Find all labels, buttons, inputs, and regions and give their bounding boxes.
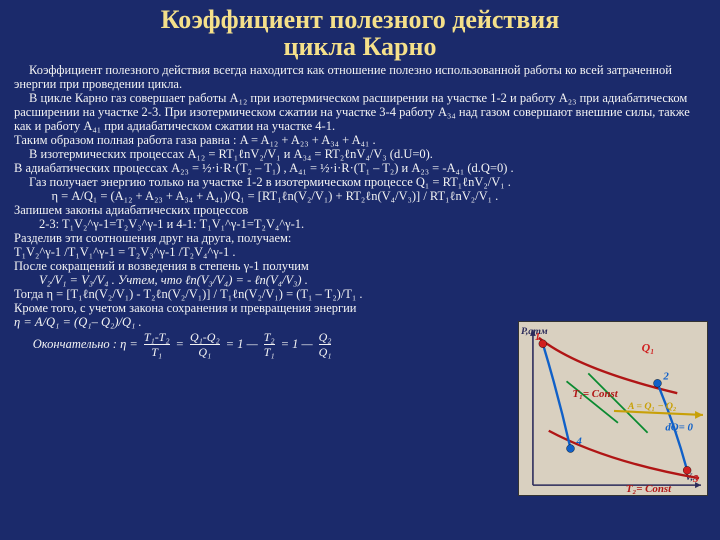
carnot-diagram: P,атмV,л1234Q₁T₁= ConstT₂= ConstdQ= 0A =… [518, 321, 708, 496]
svg-text:2: 2 [662, 370, 669, 382]
slide-title: Коэффициент полезного действия цикла Кар… [14, 6, 706, 61]
para-6: Газ получает энергию только на участке 1… [14, 175, 706, 189]
para-8: Запишем законы адиабатических процессов [14, 203, 706, 217]
body-text: Коэффициент полезного действия всегда на… [14, 63, 706, 358]
title-line-2: цикла Карно [14, 33, 706, 60]
svg-text:T₂= Const: T₂= Const [626, 483, 672, 495]
para-14: Тогда η = [T₁ℓn(V₂/V₁) - T₂ℓn(V₂/V₁)] / … [14, 287, 706, 301]
svg-text:1: 1 [535, 331, 540, 343]
para-2: В цикле Карно газ совершает работы A₁₂ п… [14, 91, 706, 133]
para-1: Коэффициент полезного действия всегда на… [14, 63, 706, 91]
slide: Коэффициент полезного действия цикла Кар… [0, 0, 720, 540]
para-4: В изотермических процессах A₁₂ = RT₁ℓnV₂… [14, 147, 706, 161]
svg-text:A = Q₁ − Q₂: A = Q₁ − Q₂ [627, 401, 677, 412]
para-12: После сокращений и возведения в степень … [14, 259, 706, 273]
svg-text:3: 3 [692, 473, 699, 485]
para-13: V₂/V₁ = V₃/V₄ . Учтем, что ℓn(V₃/V₄) = -… [14, 273, 706, 287]
title-line-1: Коэффициент полезного действия [14, 6, 706, 33]
svg-text:T₁= Const: T₁= Const [572, 388, 618, 400]
para-11: T₁V₂^γ-1 /T₁V₁^γ-1 = T₂V₃^γ-1 /T₂V₄^γ-1 … [14, 245, 706, 259]
para-15: Кроме того, с учетом закона сохранения и… [14, 301, 706, 315]
para-9: 2-3: T₁V₂^γ-1=T₂V₃^γ-1 и 4-1: T₁V₁^γ-1=T… [14, 217, 706, 231]
final-frac-1: T₁-T₂ T₁ [144, 331, 170, 358]
final-frac-4: Q₂ Q₁ [319, 331, 332, 358]
svg-text:4: 4 [575, 436, 582, 448]
final-frac-3: T₂ T₁ [264, 331, 275, 358]
svg-text:Q₁: Q₁ [642, 341, 655, 355]
final-label: Окончательно : η = [33, 337, 138, 352]
para-7: η = A/Q₁ = (A₁₂ + A₂₃ + A₃₄ + A₄₁)/Q₁ = … [14, 189, 706, 203]
svg-text:dQ= 0: dQ= 0 [665, 422, 693, 434]
para-5: В адиабатических процессах A₂₃ = ½·i·R·(… [14, 161, 706, 175]
final-frac-2: Q₁-Q₂ Q₁ [190, 331, 220, 358]
para-10: Разделив эти соотношения друг на друга, … [14, 231, 706, 245]
para-3: Таким образом полная работа газа равна :… [14, 133, 706, 147]
